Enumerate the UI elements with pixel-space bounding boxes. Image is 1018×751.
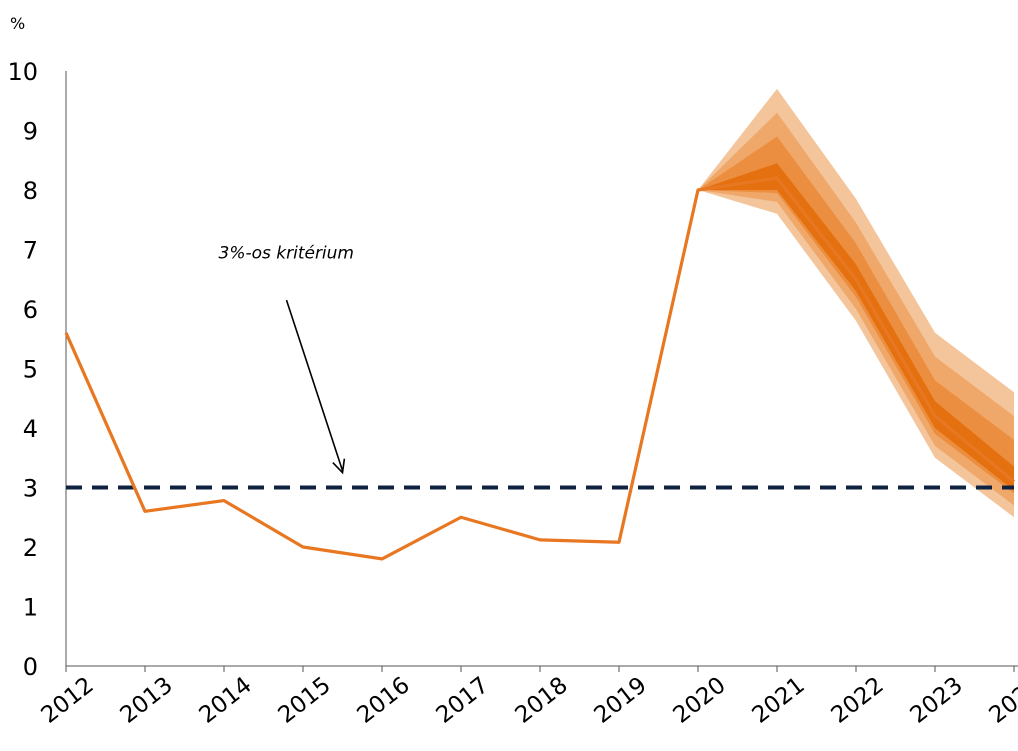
x-tick-label: 2019 xyxy=(590,672,652,729)
x-tick-label: 2018 xyxy=(511,672,573,729)
series-lines xyxy=(64,176,1016,561)
x-tick-label: 2017 xyxy=(432,672,494,729)
x-tick-label: 2022 xyxy=(827,672,889,729)
axes xyxy=(65,71,1018,672)
annotation-arrowhead xyxy=(332,458,346,475)
x-tick-label: 2016 xyxy=(353,672,415,729)
annotation-label: 3%-os kritérium xyxy=(219,243,355,263)
series-line-1 xyxy=(64,176,1016,561)
y-tick-label: 4 xyxy=(23,415,38,443)
x-tick-label: 2020 xyxy=(669,672,731,729)
x-tick-label: 2021 xyxy=(748,672,810,729)
x-tick-label: 2013 xyxy=(116,672,178,729)
y-tick-label: 0 xyxy=(23,653,38,681)
y-tick-label: 7 xyxy=(23,237,38,265)
x-tick-label: 2015 xyxy=(274,672,336,729)
y-unit-label: % xyxy=(10,14,25,33)
y-tick-label: 10 xyxy=(7,58,38,86)
y-tick-label: 5 xyxy=(23,356,38,384)
annotations: 3%-os kritérium xyxy=(219,243,355,475)
fan-band-4 xyxy=(698,163,1014,491)
y-tick-label: 2 xyxy=(23,534,38,562)
annotation-arrow xyxy=(285,299,344,471)
y-tick-label: 9 xyxy=(23,118,38,146)
x-tick-label: 2023 xyxy=(906,672,968,729)
x-tick-label: 2014 xyxy=(195,672,257,729)
tick-labels: 0 1 2 3 4 5 6 7 8 9 10 2012 2013 2014 2015 2016 2017 2018… xyxy=(7,14,1018,729)
y-tick-label: 1 xyxy=(23,594,38,622)
fan-bands xyxy=(698,88,1014,518)
x-tick-label: 2012 xyxy=(37,672,99,729)
y-tick-label: 8 xyxy=(23,177,38,205)
y-tick-label: 3 xyxy=(23,475,38,503)
x-tick-label: 2024 xyxy=(985,672,1018,729)
y-tick-label: 6 xyxy=(23,296,38,324)
